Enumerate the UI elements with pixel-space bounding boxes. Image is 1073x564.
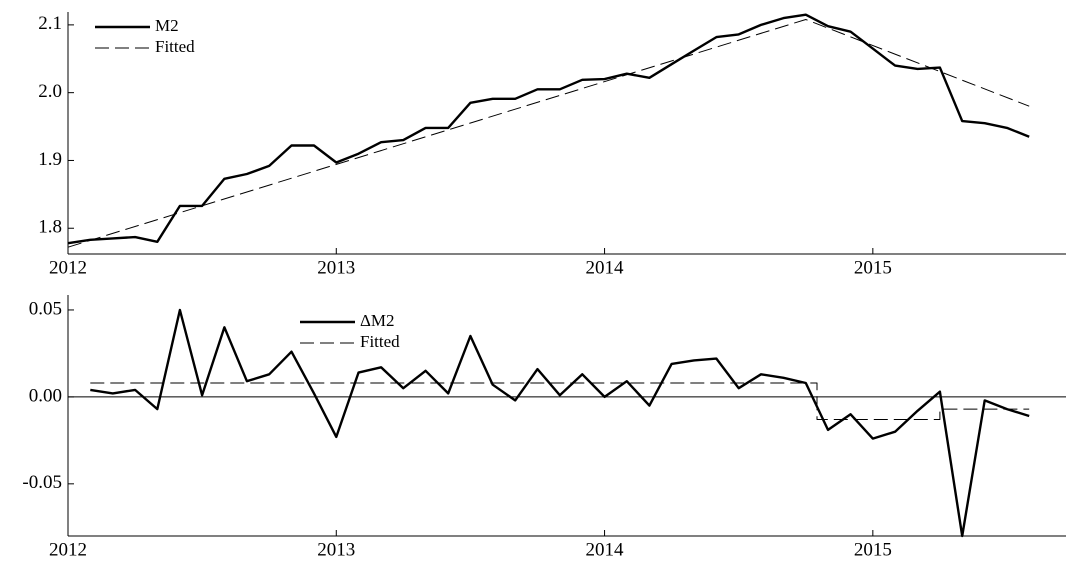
legend-label: ΔM2 — [360, 311, 395, 330]
series-line — [67, 13, 1030, 245]
legend-label: Fitted — [155, 37, 195, 56]
series-line — [67, 19, 1030, 248]
series-line — [90, 308, 1030, 538]
x-tick-label: 2014 — [586, 539, 625, 560]
x-tick-label: 2015 — [854, 539, 892, 560]
legend-label: Fitted — [360, 332, 400, 351]
legend-label: M2 — [155, 16, 179, 35]
x-tick-label: 2013 — [317, 539, 355, 560]
x-tick-label: 2014 — [586, 257, 625, 278]
series-line — [90, 382, 1030, 420]
x-tick-label: 2015 — [854, 257, 892, 278]
x-tick-label: 2012 — [49, 257, 87, 278]
y-tick-label: -0.05 — [22, 472, 62, 493]
y-tick-label: 0.00 — [29, 385, 62, 406]
x-tick-label: 2012 — [49, 539, 87, 560]
y-tick-label: 1.8 — [38, 217, 62, 238]
y-tick-label: 1.9 — [38, 149, 62, 170]
y-tick-label: 0.05 — [29, 298, 62, 319]
y-tick-label: 2.1 — [38, 13, 62, 34]
x-tick-label: 2013 — [317, 257, 355, 278]
y-tick-label: 2.0 — [38, 81, 62, 102]
